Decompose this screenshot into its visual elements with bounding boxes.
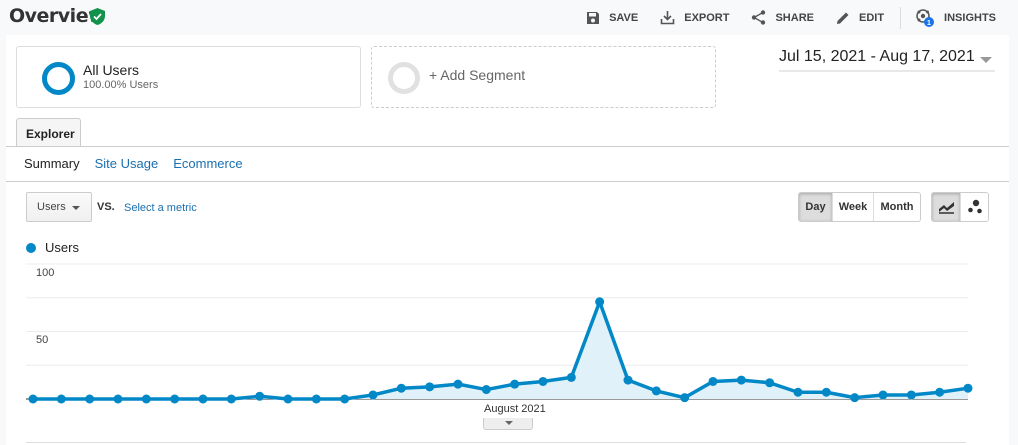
data-point[interactable] — [651, 386, 661, 396]
data-point[interactable] — [708, 376, 718, 386]
data-point[interactable] — [538, 376, 548, 386]
dropdown-caret-icon — [72, 206, 80, 210]
x-tick-august: August 2021 — [484, 403, 546, 415]
motion-chart-icon — [967, 199, 982, 214]
data-point[interactable] — [396, 383, 406, 393]
data-point[interactable] — [425, 382, 435, 392]
data-point[interactable] — [878, 390, 888, 400]
data-point[interactable] — [283, 394, 293, 404]
subtab-ecommerce[interactable]: Ecommerce — [173, 156, 243, 171]
insights-icon: 1 — [916, 8, 935, 27]
save-icon — [587, 11, 600, 24]
tab-explorer[interactable]: Explorer — [16, 118, 81, 147]
month-button[interactable]: Month — [874, 193, 920, 221]
legend-label: Users — [45, 240, 79, 255]
date-range-label: Jul 15, 2021 - Aug 17, 2021 — [779, 48, 975, 65]
data-point[interactable] — [850, 393, 860, 403]
empty-segment-ring-icon — [388, 62, 420, 94]
line-chart-button[interactable] — [932, 193, 961, 221]
data-point[interactable] — [481, 385, 491, 395]
pencil-icon — [836, 12, 849, 24]
share-button[interactable]: SHARE — [751, 10, 814, 25]
subtabs: Summary Site Usage Ecommerce — [24, 156, 258, 171]
export-button[interactable]: EXPORT — [660, 10, 729, 25]
data-point[interactable] — [368, 390, 378, 400]
week-button[interactable]: Week — [833, 193, 874, 221]
subtab-summary[interactable]: Summary — [24, 156, 80, 171]
toolbar-actions: SAVE EXPORT SHARE EDIT 1 INSIGHTS — [586, 0, 1018, 35]
subtab-divider — [6, 181, 1009, 182]
line-chart-icon — [938, 202, 954, 214]
report-panel: All Users 100.00% Users + Add Segment Ju… — [6, 35, 1009, 445]
download-icon — [660, 11, 675, 25]
subtab-site-usage[interactable]: Site Usage — [94, 156, 159, 171]
data-point[interactable] — [113, 394, 123, 404]
data-point[interactable] — [793, 387, 803, 397]
users-line-chart[interactable] — [6, 35, 1009, 445]
data-point[interactable] — [510, 379, 520, 389]
segment-name: All Users — [83, 62, 140, 78]
data-point[interactable] — [311, 394, 321, 404]
data-point[interactable] — [906, 390, 916, 400]
segment-ring-icon — [42, 62, 75, 95]
data-point[interactable] — [680, 393, 690, 403]
chart-bottom-divider — [26, 442, 966, 443]
share-icon — [752, 10, 766, 25]
chevron-down-icon — [505, 421, 513, 425]
edit-button[interactable]: EDIT — [836, 11, 884, 25]
motion-chart-button[interactable] — [961, 193, 988, 221]
chevron-down-icon — [980, 57, 992, 63]
data-point[interactable] — [85, 394, 95, 404]
data-point[interactable] — [566, 372, 576, 382]
svg-text:1: 1 — [927, 20, 931, 27]
data-point[interactable] — [141, 394, 151, 404]
select-metric-link[interactable]: Select a metric — [124, 202, 197, 214]
data-point[interactable] — [935, 387, 945, 397]
data-point[interactable] — [56, 394, 66, 404]
toolbar-divider — [900, 6, 902, 29]
data-point[interactable] — [255, 391, 265, 401]
page-title: Overview — [9, 5, 106, 27]
data-point[interactable] — [170, 394, 180, 404]
segment-all-users[interactable]: All Users 100.00% Users — [16, 46, 361, 108]
data-point[interactable] — [453, 379, 463, 389]
data-point[interactable] — [963, 383, 973, 393]
segment-percentage: 100.00% Users — [83, 79, 159, 91]
tab-divider — [6, 146, 1009, 147]
metric-dropdown[interactable]: Users — [26, 192, 92, 222]
chart-legend: Users — [26, 240, 79, 255]
timeline-handle[interactable] — [483, 418, 533, 430]
save-button[interactable]: SAVE — [586, 11, 638, 25]
data-point[interactable] — [340, 394, 350, 404]
vs-label: VS. — [97, 201, 115, 213]
data-point[interactable] — [226, 394, 236, 404]
data-point[interactable] — [198, 394, 208, 404]
granularity-toggle: Day Week Month — [798, 192, 921, 222]
add-segment-button[interactable]: + Add Segment — [371, 46, 716, 108]
day-button[interactable]: Day — [799, 193, 833, 221]
date-range-picker[interactable]: Jul 15, 2021 - Aug 17, 2021 — [779, 48, 995, 72]
data-point[interactable] — [765, 378, 775, 388]
data-point[interactable] — [821, 387, 831, 397]
data-point[interactable] — [28, 394, 38, 404]
shield-check-icon — [90, 8, 105, 25]
y-tick-50: 50 — [36, 334, 49, 346]
data-point[interactable] — [623, 375, 633, 385]
y-tick-100: 100 — [36, 267, 55, 279]
top-bar: Overview SAVE EXPORT SHARE EDIT 1 INSIGH… — [0, 0, 1018, 35]
chart-type-toggle — [931, 192, 989, 222]
insights-button[interactable]: 1 INSIGHTS — [915, 8, 996, 28]
data-point[interactable] — [736, 375, 746, 385]
series-dot-icon — [26, 242, 36, 253]
data-point[interactable] — [595, 297, 605, 307]
add-segment-label: + Add Segment — [429, 67, 526, 83]
